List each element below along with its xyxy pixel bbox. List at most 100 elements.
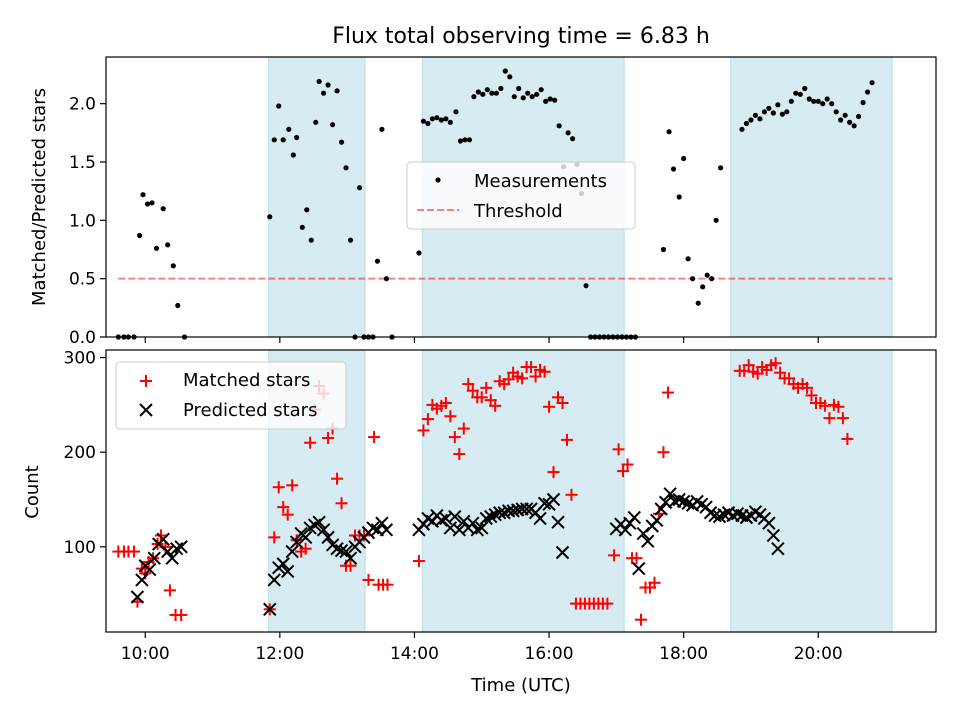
measurement-point (761, 109, 767, 115)
measurement-point (666, 129, 672, 135)
predicted-stars-point (479, 511, 493, 526)
measurement-point (438, 117, 444, 123)
measurement-point (838, 117, 844, 123)
predicted-x-b (730, 507, 745, 521)
matched-stars-point (462, 378, 475, 391)
predicted-stars-point (771, 542, 785, 556)
measurement-point (856, 113, 862, 120)
predicted-x-b (479, 511, 493, 526)
top-panel-frame (105, 56, 937, 338)
measurement-point (338, 139, 345, 145)
predicted-x-b (312, 515, 326, 529)
predicted-x-b (470, 523, 484, 537)
measurement-point (770, 110, 776, 116)
matched-stars-point (489, 399, 502, 412)
predicted-x-b (165, 551, 179, 565)
matched-stars-point (529, 370, 542, 383)
predicted-stars-point (676, 494, 691, 509)
legend-predicted-label: Predicted stars (183, 400, 317, 421)
x-tick-label: 14:00 (390, 644, 439, 664)
matched-stars-point (657, 446, 670, 459)
predicted-x-b (339, 544, 353, 559)
predicted-stars-point (316, 523, 331, 537)
predicted-x-b (135, 573, 149, 587)
predicted-x-b (632, 561, 646, 576)
matched-stars-point (560, 433, 573, 446)
predicted-stars-point (280, 564, 295, 579)
measurement-point (556, 123, 562, 129)
measurement-point (660, 246, 667, 253)
measurement-point (507, 74, 513, 80)
matched-stars-point (648, 576, 661, 589)
matched-stars-point (453, 448, 466, 461)
measurement-point (480, 91, 486, 97)
matched-stars-point (163, 584, 176, 597)
measurement-point (552, 97, 558, 103)
measurement-point (153, 245, 160, 251)
predicted-stars-point (321, 530, 335, 545)
predicted-x-b (174, 540, 188, 554)
predicted-x-b (334, 543, 349, 558)
predicted-x-b (448, 509, 462, 524)
matched-stars-point (417, 424, 430, 437)
matched-stars-point (299, 542, 312, 555)
measurement-point (493, 90, 499, 96)
matched-stars-point (421, 413, 434, 426)
top-observing-window (268, 56, 366, 338)
predicted-x-b (330, 542, 344, 556)
matched-stars-point (304, 436, 317, 449)
measurement-point (824, 96, 830, 102)
matched-stars-point (543, 400, 556, 413)
predicted-stars-point (632, 561, 646, 576)
predicted-x-b (439, 511, 453, 526)
measurement-point (695, 300, 701, 306)
predicted-x-b (452, 523, 467, 537)
measurement-point (280, 137, 286, 143)
matched-stars-point (635, 613, 648, 626)
top-legend-box (406, 161, 636, 230)
predicted-stars-point (366, 521, 380, 535)
measurement-point (429, 116, 435, 122)
measurement-point (569, 136, 576, 142)
measurement-point (502, 68, 508, 74)
matched-stars-point (128, 545, 141, 558)
predicted-x-b (739, 510, 754, 525)
measurement-point (484, 87, 490, 93)
matched-stars-point (823, 412, 836, 425)
predicted-stars-point (312, 515, 326, 529)
measurement-point (457, 138, 464, 144)
measurement-point (811, 98, 817, 104)
measurement-point (466, 137, 473, 143)
predicted-x-b (690, 494, 704, 509)
measurement-point (299, 224, 305, 230)
measurement-point (316, 78, 322, 85)
predicted-x-b (421, 511, 435, 526)
predicted-stars-point (156, 532, 170, 546)
matched-stars-point (742, 359, 755, 372)
predicted-x-b (676, 494, 691, 509)
predicted-x-b (488, 507, 502, 522)
top-y-tick-label: 1.5 (69, 153, 96, 173)
predicted-x-b (506, 504, 520, 518)
measurement-point (447, 119, 453, 125)
bottom-panel-frame (105, 349, 937, 633)
measurement-point (294, 134, 300, 141)
legend-measurements-label: Measurements (474, 171, 607, 192)
measurement-point (748, 117, 754, 123)
predicted-stars-point (519, 502, 534, 516)
measurement-point (565, 130, 571, 136)
measurement-point (788, 98, 794, 104)
predicted-x-b (748, 505, 763, 519)
measurement-point (851, 123, 857, 129)
predicted-stars-point (343, 551, 358, 565)
predicted-x-b (519, 502, 534, 516)
bottom-panel: 100 200 300 10:00 12:00 14:00 16:00 18:00 20:00… (22, 349, 937, 696)
predicted-stars-point (537, 496, 552, 511)
matched-stars-point (525, 361, 538, 374)
x-tick-label: 10:00 (121, 644, 170, 664)
predicted-x-b (156, 532, 170, 546)
predicted-stars-point (143, 562, 157, 577)
measurement-point (149, 200, 155, 206)
predicted-x-b (658, 495, 673, 510)
predicted-x-b (766, 528, 781, 543)
